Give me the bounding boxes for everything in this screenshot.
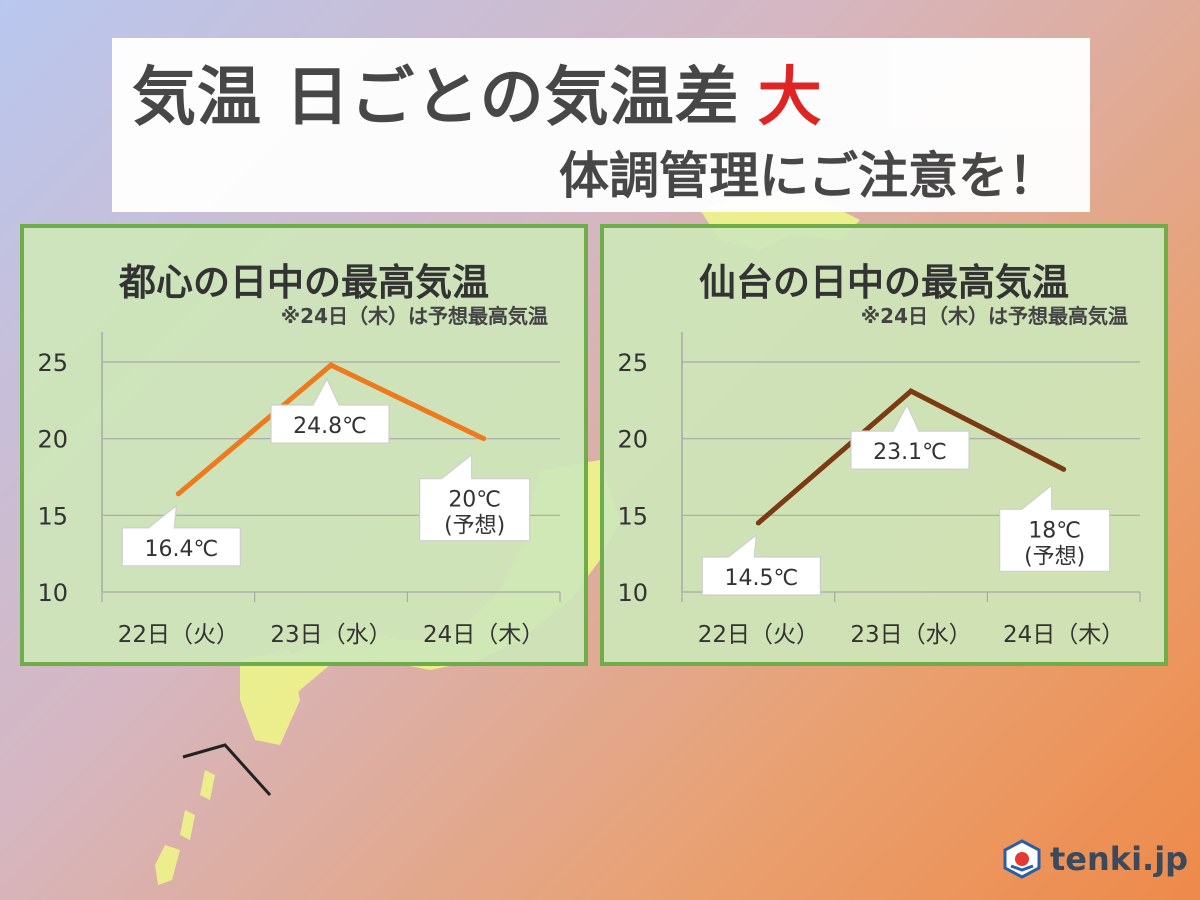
data-point [175, 491, 181, 497]
data-label-callout [419, 453, 531, 542]
y-tick-label: 10 [37, 579, 68, 607]
data-label: (予想) [1024, 544, 1085, 569]
data-label: 18℃ [1028, 518, 1081, 543]
headline-accent: 大 [757, 61, 823, 135]
data-label-callout [270, 377, 390, 444]
data-point [481, 436, 487, 442]
sendai-chart-panel: 仙台の日中の最高気温 ※24日（木）は予想最高気温 25 20 15 10 22日（火）… [600, 224, 1168, 666]
chart-title: 仙台の日中の最高気温 [699, 261, 1069, 304]
tokyo-chart-panel: 都心の日中の最高気温 ※24日（木）は予想最高気温 25 20 15 10 22日（火）… [20, 224, 588, 666]
tenki-logo-icon [1003, 839, 1041, 879]
data-label: 14.5℃ [724, 566, 798, 591]
chart-title: 都心の日中の最高気温 [119, 261, 489, 304]
y-tick-label: 25 [37, 349, 68, 377]
y-tick-label: 20 [617, 426, 648, 454]
y-tick-label: 15 [37, 502, 68, 530]
data-point [755, 520, 761, 526]
headline-main: 気温 日ごとの気温差 [132, 61, 740, 135]
x-tick-label: 24日（木） [423, 622, 544, 648]
x-tick-label: 23日（水） [270, 622, 391, 648]
chart-svg: 25 20 15 10 22日（火） 23日（水） 24日（木） 16.4℃ 24.8℃ 20℃(… [37, 332, 561, 648]
data-label: 16.4℃ [144, 537, 218, 562]
x-tick-label: 24日（木） [1003, 622, 1124, 648]
data-label-callout [999, 484, 1111, 572]
tenki-logo[interactable]: tenki.jp [1002, 838, 1188, 880]
x-tick-label: 23日（水） [850, 622, 971, 648]
headline-sub: 体調管理にご注意を！ [559, 147, 1058, 205]
x-tick-label: 22日（火） [118, 622, 239, 648]
chart-note: ※24日（木）は予想最高気温 [280, 304, 548, 328]
data-point [908, 388, 914, 394]
data-point [1061, 466, 1067, 472]
data-label: 20℃ [448, 488, 501, 513]
data-label: 23.1℃ [873, 440, 947, 465]
chart-svg: 25 20 15 10 22日（火） 23日（水） 24日（木） 14.5℃ 23.1℃ 18℃(… [617, 332, 1141, 648]
y-tick-label: 20 [37, 426, 68, 454]
headline-box: 気温 日ごとの気温差大 体調管理にご注意を！ [112, 38, 1090, 212]
y-tick-label: 25 [617, 349, 648, 377]
y-tick-label: 10 [617, 579, 648, 607]
data-point [328, 362, 334, 368]
data-label: 24.8℃ [293, 414, 367, 439]
data-label: (予想) [444, 514, 505, 539]
data-label-callout [850, 403, 970, 470]
data-label-callout [121, 504, 241, 567]
data-label-callout [701, 533, 821, 596]
y-tick-label: 15 [617, 502, 648, 530]
chart-note: ※24日（木）は予想最高気温 [860, 304, 1128, 328]
logo-text: tenki.jp [1050, 840, 1189, 878]
x-tick-label: 22日（火） [698, 622, 819, 648]
